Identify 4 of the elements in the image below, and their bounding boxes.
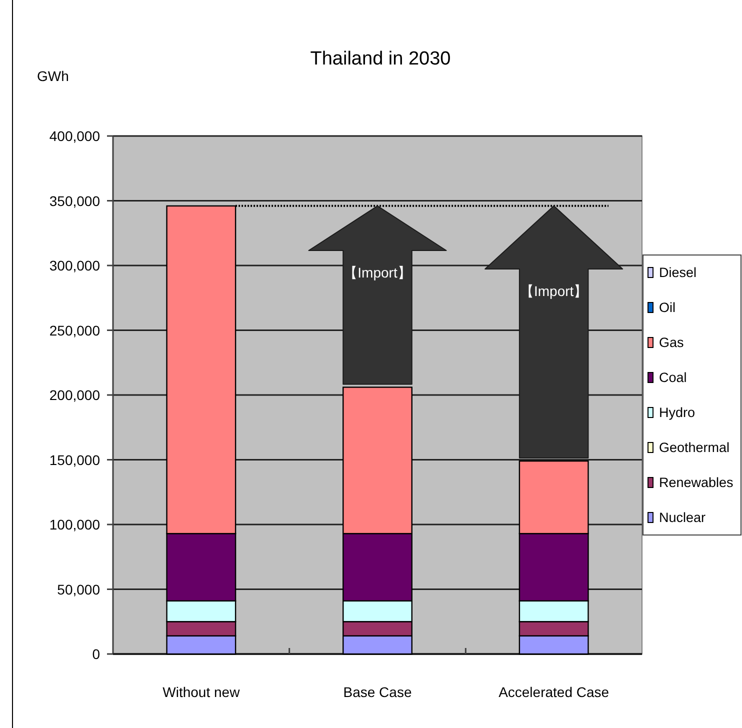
annotation: 【Import】: [344, 264, 412, 280]
ylabel: GWh: [37, 68, 69, 84]
annotation: 【Import】: [520, 282, 588, 299]
title: Thailand in 2030: [310, 48, 451, 70]
